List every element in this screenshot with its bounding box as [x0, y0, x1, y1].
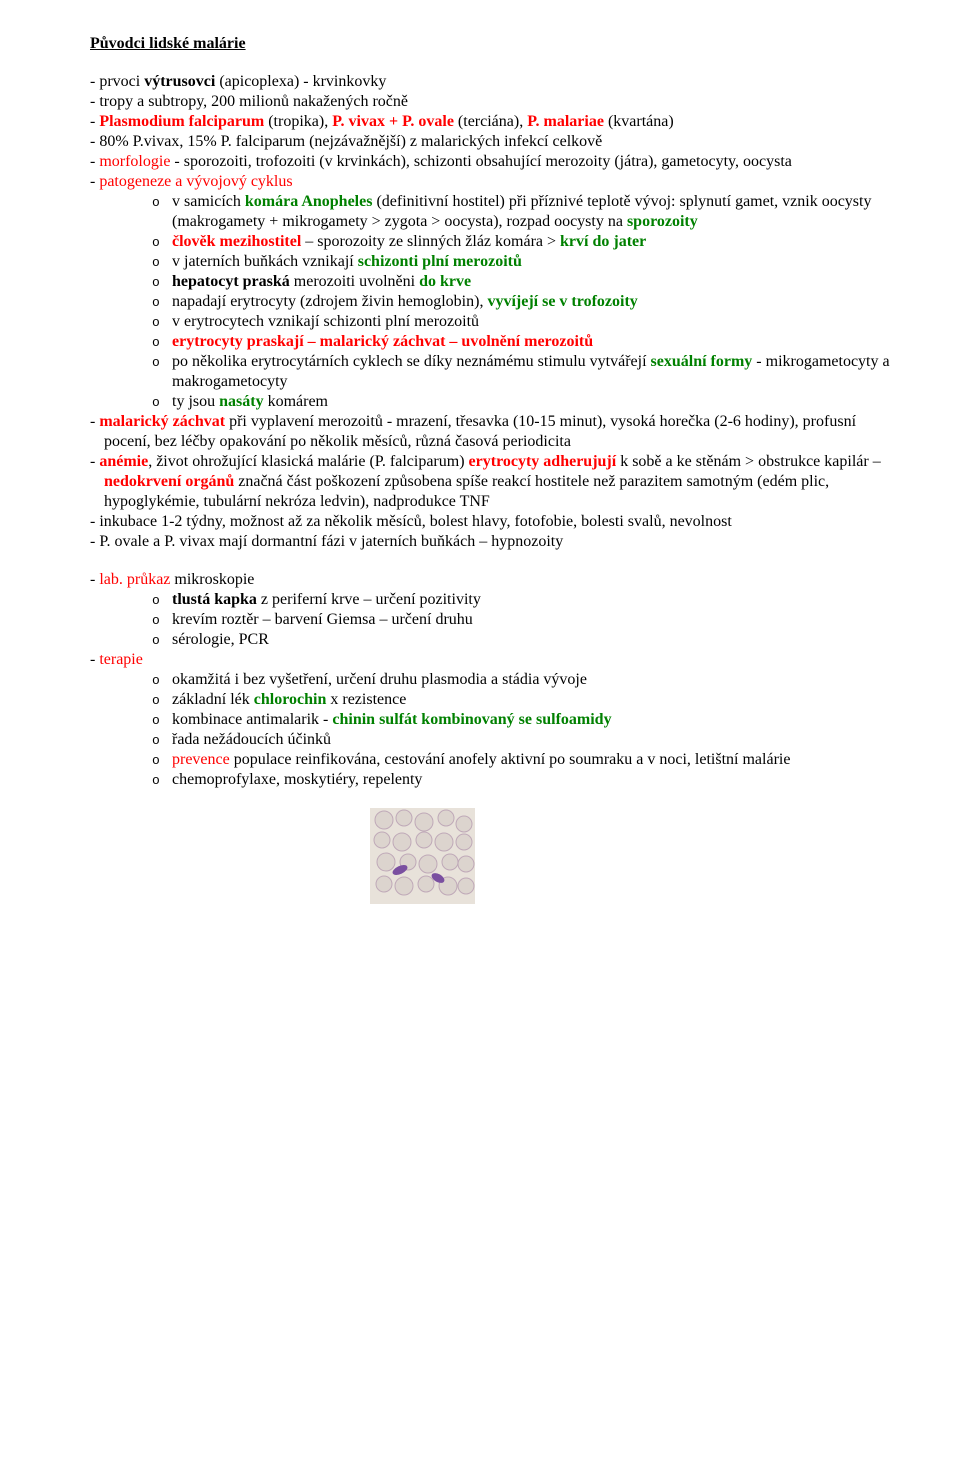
list-item: kombinace antimalarik - chinin sulfát ko…	[152, 710, 904, 730]
list-item: tropy a subtropy, 200 milionů nakažených…	[90, 92, 904, 112]
list-item: v samicích komára Anopheles (definitivní…	[152, 192, 904, 232]
lab-section: lab. průkaz mikroskopie tlustá kapka z p…	[90, 570, 904, 790]
micrograph-image	[370, 808, 904, 904]
list-item: sérologie, PCR	[152, 630, 904, 650]
lab-list: tlustá kapka z periferní krve – určení p…	[104, 590, 904, 650]
list-item: ty jsou nasáty komárem	[152, 392, 904, 412]
list-item: základní lék chlorochin x rezistence	[152, 690, 904, 710]
list-item: Plasmodium falciparum (tropika), P. viva…	[90, 112, 904, 132]
list-item: napadají erytrocyty (zdrojem živin hemog…	[152, 292, 904, 312]
list-item: lab. průkaz mikroskopie tlustá kapka z p…	[90, 570, 904, 650]
list-item: v erytrocytech vznikají schizonti plní m…	[152, 312, 904, 332]
list-item: člověk mezihostitel – sporozoity ze slin…	[152, 232, 904, 252]
list-item: patogeneze a vývojový cyklus v samicích …	[90, 172, 904, 412]
list-item: anémie, život ohrožující klasická malári…	[90, 452, 904, 512]
list-item: prvoci výtrusovci (apicoplexa) - krvinko…	[90, 72, 904, 92]
list-item: 80% P.vivax, 15% P. falciparum (nejzávaž…	[90, 132, 904, 152]
list-item: krevím roztěr – barvení Giemsa – určení …	[152, 610, 904, 630]
list-item: po několika erytrocytárních cyklech se d…	[152, 352, 904, 392]
main-list: prvoci výtrusovci (apicoplexa) - krvinko…	[90, 72, 904, 552]
list-item: erytrocyty praskají – malarický záchvat …	[152, 332, 904, 352]
list-item: hepatocyt praská merozoiti uvolněni do k…	[152, 272, 904, 292]
list-item: tlustá kapka z periferní krve – určení p…	[152, 590, 904, 610]
list-item: prevence populace reinfikována, cestován…	[152, 750, 904, 770]
therapy-list: okamžitá i bez vyšetření, určení druhu p…	[104, 670, 904, 790]
list-item: okamžitá i bez vyšetření, určení druhu p…	[152, 670, 904, 690]
cycle-list: v samicích komára Anopheles (definitivní…	[104, 192, 904, 412]
page-title: Původci lidské malárie	[90, 34, 904, 54]
list-item: chemoprofylaxe, moskytiéry, repelenty	[152, 770, 904, 790]
list-item: P. ovale a P. vivax mají dormantní fázi …	[90, 532, 904, 552]
list-item: inkubace 1-2 týdny, možnost až za několi…	[90, 512, 904, 532]
list-item: v jaterních buňkách vznikají schizonti p…	[152, 252, 904, 272]
list-item: malarický záchvat při vyplavení merozoit…	[90, 412, 904, 452]
list-item: terapie okamžitá i bez vyšetření, určení…	[90, 650, 904, 790]
list-item: řada nežádoucích účinků	[152, 730, 904, 750]
list-item: morfologie - sporozoiti, trofozoiti (v k…	[90, 152, 904, 172]
